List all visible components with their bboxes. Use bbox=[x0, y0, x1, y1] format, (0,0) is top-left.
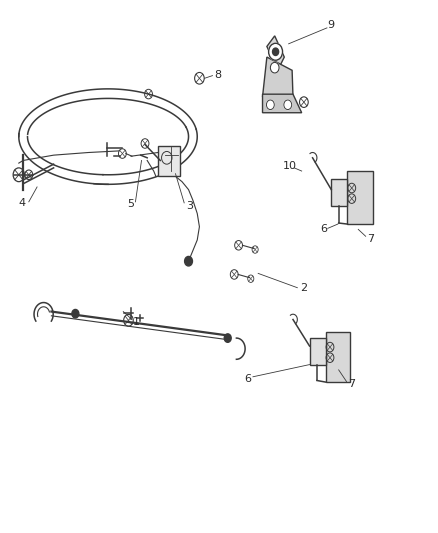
Circle shape bbox=[224, 334, 231, 342]
Text: 6: 6 bbox=[245, 374, 252, 384]
Bar bbox=[325, 332, 350, 382]
Polygon shape bbox=[262, 57, 293, 97]
Circle shape bbox=[284, 100, 292, 110]
Polygon shape bbox=[262, 94, 302, 113]
Circle shape bbox=[268, 43, 283, 60]
Circle shape bbox=[272, 48, 279, 55]
Text: 2: 2 bbox=[300, 282, 307, 293]
Circle shape bbox=[266, 100, 274, 110]
Polygon shape bbox=[267, 36, 284, 70]
Text: 8: 8 bbox=[214, 70, 221, 79]
Text: 10: 10 bbox=[283, 161, 297, 171]
Text: 9: 9 bbox=[328, 20, 335, 30]
Bar bbox=[347, 171, 373, 224]
Text: 5: 5 bbox=[127, 199, 134, 209]
Text: 6: 6 bbox=[320, 224, 327, 235]
Text: 7: 7 bbox=[348, 379, 355, 389]
Text: 7: 7 bbox=[367, 234, 374, 244]
Text: 3: 3 bbox=[186, 200, 193, 211]
Polygon shape bbox=[331, 179, 347, 206]
Circle shape bbox=[270, 62, 279, 73]
Circle shape bbox=[185, 256, 192, 266]
Text: 4: 4 bbox=[19, 198, 26, 208]
Circle shape bbox=[72, 310, 79, 318]
Bar bbox=[158, 146, 180, 176]
Text: 1: 1 bbox=[133, 317, 140, 327]
Polygon shape bbox=[310, 338, 325, 365]
